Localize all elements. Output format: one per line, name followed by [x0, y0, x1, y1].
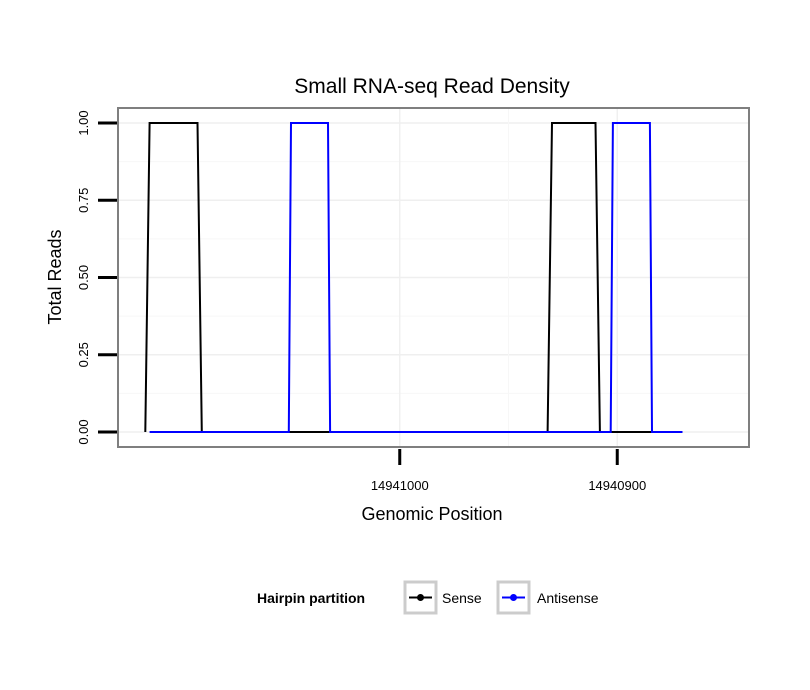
x-axis: 14941000 14940900: [371, 449, 646, 493]
x-tick-label: 14940900: [588, 478, 646, 493]
series-layer: [144, 122, 683, 433]
plot-panel: [117, 107, 750, 448]
series-line-antisense: [149, 122, 683, 433]
x-tick-label: 14941000: [371, 478, 429, 493]
legend-key-antisense: [496, 580, 531, 615]
y-axis: 0.00 0.25 0.50 0.75 1.00: [76, 110, 117, 445]
chart-title: Small RNA-seq Read Density: [294, 75, 570, 98]
legend-key-point: [510, 594, 517, 601]
y-tick-label: 0.50: [76, 265, 91, 290]
legend-title: Hairpin partition: [257, 590, 365, 606]
legend-key-sense: [403, 580, 438, 615]
y-axis-title: Total Reads: [45, 229, 65, 324]
legend-label-antisense: Antisense: [537, 590, 599, 606]
y-tick-label: 0.00: [76, 419, 91, 444]
legend-label-sense: Sense: [442, 590, 482, 606]
x-axis-title: Genomic Position: [361, 504, 502, 524]
grid: [118, 108, 749, 447]
y-tick-label: 0.75: [76, 188, 91, 213]
y-tick-label: 0.25: [76, 342, 91, 367]
legend: Hairpin partition Sense Antisense: [257, 580, 599, 615]
legend-key-point: [417, 594, 424, 601]
y-tick-label: 1.00: [76, 110, 91, 135]
